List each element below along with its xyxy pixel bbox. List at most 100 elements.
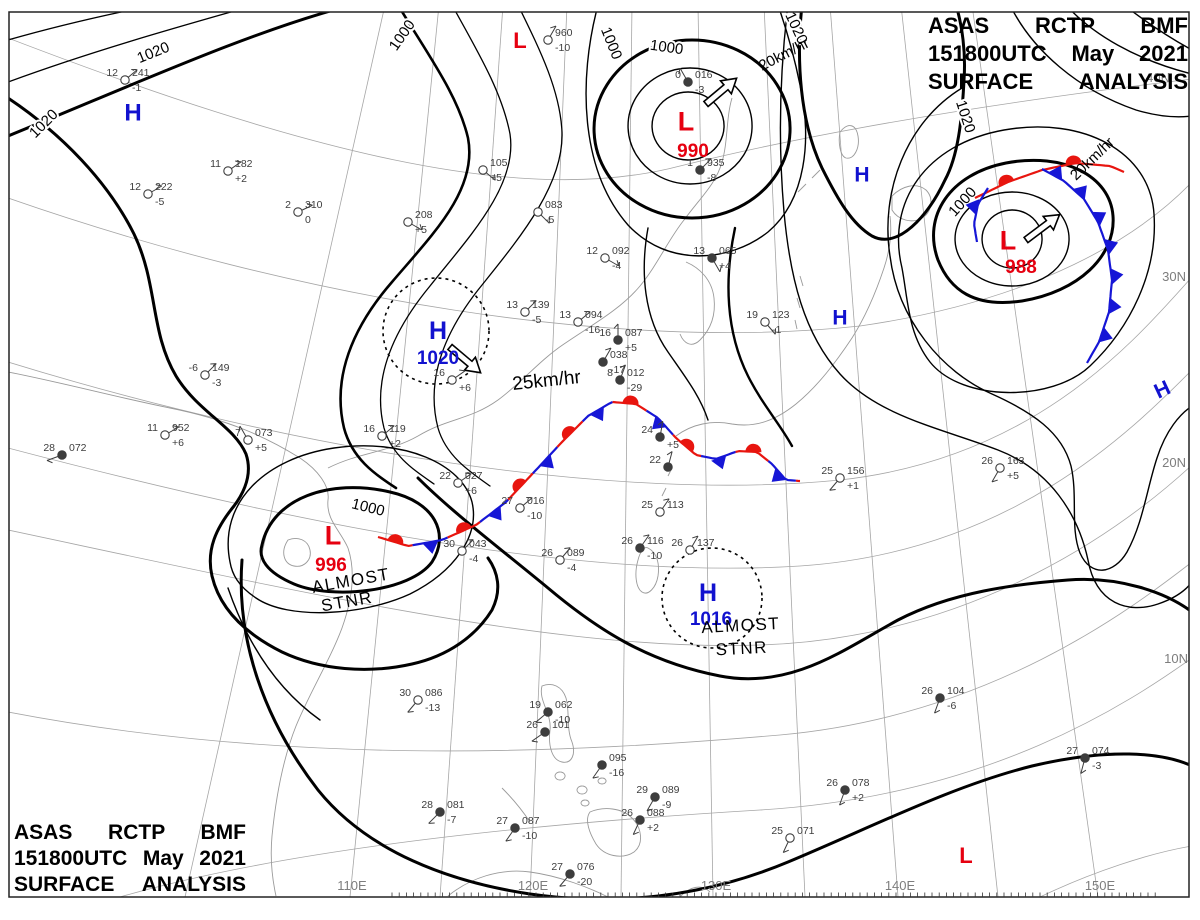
wind-barb-tick [235,160,242,163]
low-center: L [678,107,695,137]
product-name: SURFACE ANALYSIS [14,873,246,896]
station-tendency: -5 [532,314,541,326]
station-plot: 105+5 [478,157,508,184]
isobar-value-label: 1000 [350,495,386,520]
station-pressure: 065 [719,245,737,257]
pressure-value: 990 [677,141,709,162]
station-temperature: 27 [551,861,563,873]
latitude-line [119,659,1189,897]
station-tendency: -16 [609,767,624,779]
station-plot: 27 087 -10 [496,815,539,842]
coastlines [9,97,932,897]
station-plot: 7 073 +5 [235,425,273,454]
isobar [1132,12,1189,50]
station-pressure: 222 [155,181,173,193]
coastline [540,684,574,763]
station-temperature: 26 [621,807,633,819]
station-tendency: 0 [305,214,311,226]
station-temperature: 0 [675,69,681,81]
station-plot: -6 149 -3 [189,362,230,389]
station-pressure: 043 [469,538,487,550]
coastline [679,261,715,345]
valid-time: 151800UTC May 2021 [14,847,246,870]
high-center: H [1151,376,1174,403]
title-block-bottom-left: ASAS RCTP BMF 151800UTC May 2021 SURFACE… [14,820,246,898]
station-circle [663,462,673,472]
station-temperature: 16 [433,367,445,379]
wind-barb-tick [155,184,162,187]
station-temperature: 11 [210,158,221,170]
cold-front-symbol [1072,185,1087,200]
station-circle [760,317,770,327]
stationary-front [377,395,801,554]
isobar [627,67,753,185]
station-pressure: 208 [415,209,433,221]
station-circle [685,545,695,555]
high-center: H [699,579,717,607]
station-plot: 16 119 +2 [363,423,406,450]
station-circle [57,450,67,460]
station-plot: 095-16 [592,752,627,779]
station-plot: 12 092 -4 [586,245,629,272]
station-pressure: 149 [212,362,230,374]
station-temperature: 22 [439,470,451,482]
movement-speed-label: 25km/hr [511,367,582,395]
wind-barb-tick [666,451,673,456]
station-plot: 208+5 [403,209,433,236]
coastline [597,777,607,785]
warm-front-symbol [561,426,576,440]
movement-arrow [1022,213,1061,244]
coastline [554,771,566,781]
station-plot: 26 116 -10 [621,534,664,562]
wind-barb-tick [934,709,941,714]
station-temperature: 8 [607,367,613,379]
station-tendency: -13 [425,702,440,714]
station-plot: 26 089 -4 [541,547,584,574]
station-pressure: 038 [610,349,628,361]
high-center: H [429,317,447,345]
station-tendency: -29 [627,382,642,394]
station-circle [413,695,423,705]
station-circle [543,707,553,717]
warm-front-symbol [998,174,1014,187]
station-temperature: 13 [559,309,571,321]
station-circle [243,435,253,445]
coastline [9,371,353,897]
isobar [239,558,1189,897]
station-circle [650,792,660,802]
isobar [585,12,807,257]
coastline [635,547,659,594]
station-plot: 12 222 -5 [129,181,172,208]
meridian-line [439,12,503,897]
station-pressure: 078 [852,777,870,789]
station-temperature: 26 [621,535,633,547]
station-plot: 8 012 -29 [607,364,645,394]
isobar [779,12,1189,609]
station-tendency: -5 [155,196,164,208]
station-pressure: 087 [522,815,540,827]
front-line [974,161,1125,199]
isobar [798,12,966,241]
station-plot: 27 016 -10 [501,495,544,522]
station-temperature: 28 [43,442,55,454]
station-plot: 960-10 [543,25,573,54]
station-circle [573,317,583,327]
station-pressure: 012 [627,367,645,379]
station-circle [635,815,645,825]
meridian-line [972,12,1099,897]
wind-barb-tick [306,202,313,206]
station-plot: 16 +6 [433,367,471,394]
station-temperature: 25 [641,499,653,511]
wind-barb-tick [419,224,423,231]
wind-barb-tick [493,174,496,181]
station-circle [613,335,623,345]
station-temperature: 27 [501,495,513,507]
latitude-label: 40N [1146,70,1170,85]
cold-front-symbol [1098,327,1113,343]
coastline [327,97,733,469]
station-temperature: 26 [541,547,553,559]
cold-front-symbol [711,455,727,470]
front-line [735,449,769,462]
